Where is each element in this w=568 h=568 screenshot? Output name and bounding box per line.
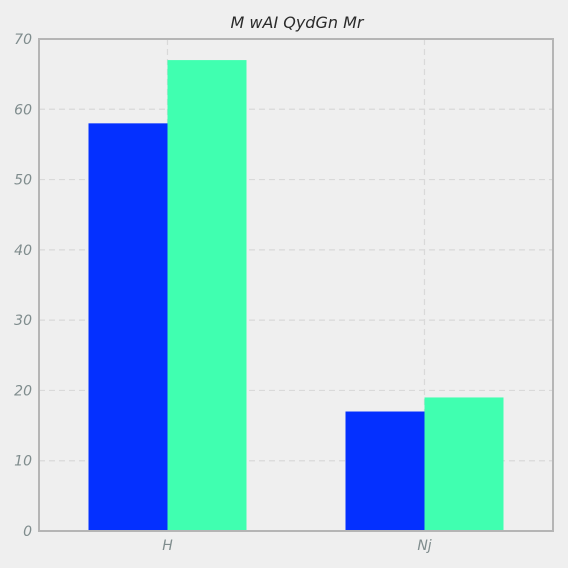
bar-group <box>88 60 504 531</box>
y-tick-label: 0 <box>23 524 32 540</box>
plot-frame <box>38 38 554 532</box>
y-tick-label: 70 <box>14 32 32 48</box>
x-tick-label: H <box>162 538 173 554</box>
y-tick-label: 60 <box>14 102 32 118</box>
y-tick-label: 50 <box>14 173 32 189</box>
bar <box>167 60 247 531</box>
x-tick-label: Nj <box>417 538 431 554</box>
y-axis-ticks: 0 10 20 30 40 50 60 70 <box>14 32 32 540</box>
bar <box>424 397 504 531</box>
bar <box>345 411 425 531</box>
y-tick-label: 20 <box>14 383 32 399</box>
y-tick-label: 10 <box>14 454 32 470</box>
bar <box>88 123 168 531</box>
chart-title: M wAI QydGn Mr <box>231 13 365 32</box>
x-axis-ticks: H Nj <box>162 538 432 554</box>
y-tick-label: 30 <box>14 313 32 329</box>
y-tick-label: 40 <box>14 243 32 259</box>
